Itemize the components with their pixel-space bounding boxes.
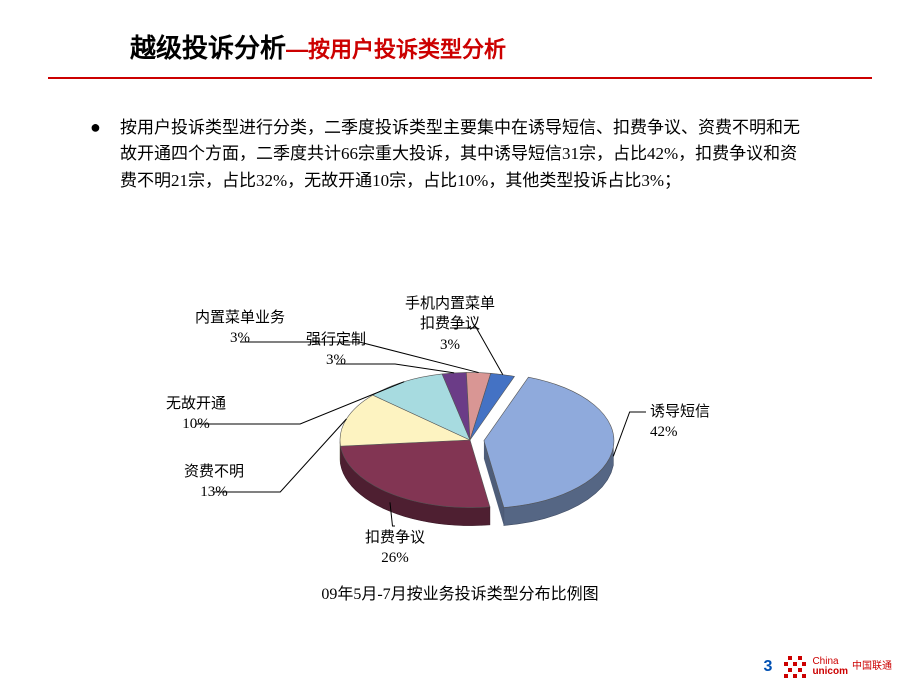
page-number: 3: [764, 658, 773, 676]
pie-wrap: [320, 350, 620, 530]
title-main: 越级投诉分析: [130, 33, 286, 63]
unicom-logo: China unicom 中国联通: [782, 654, 892, 680]
title-dash: —: [286, 37, 308, 62]
slide: 越级投诉分析—按用户投诉类型分析 ● 按用户投诉类型进行分类，二季度投诉类型主要…: [0, 0, 920, 690]
pie-label: 诱导短信 42%: [650, 402, 710, 443]
logo-en-bottom: unicom: [812, 667, 848, 677]
pie-svg: [320, 350, 620, 550]
logo-text: China unicom: [812, 657, 848, 677]
title-sub: 按用户投诉类型分析: [308, 37, 506, 62]
pie-label: 强行定制 3%: [306, 330, 366, 371]
footer: 3 China unicom 中国: [764, 654, 892, 680]
pie-label: 内置菜单业务 3%: [195, 308, 285, 349]
pie-label: 资费不明 13%: [184, 462, 244, 503]
logo-cn: 中国联通: [852, 662, 892, 672]
body-paragraph: 按用户投诉类型进行分类，二季度投诉类型主要集中在诱导短信、扣费争议、资费不明和无…: [120, 115, 810, 194]
pie-label: 扣费争议 26%: [365, 528, 425, 569]
pie-label: 手机内置菜单 扣费争议 3%: [405, 294, 495, 355]
unicom-knot-icon: [782, 654, 808, 680]
title-area: 越级投诉分析—按用户投诉类型分析: [0, 0, 920, 71]
body-text: ● 按用户投诉类型进行分类，二季度投诉类型主要集中在诱导短信、扣费争议、资费不明…: [0, 79, 920, 194]
chart-caption: 09年5月-7月按业务投诉类型分布比例图: [140, 580, 780, 604]
bullet-icon: ●: [90, 117, 101, 138]
pie-chart: 诱导短信 42% 扣费争议 26% 资费不明 13% 无故开通 10% 强行定制 3% 内…: [140, 290, 780, 620]
pie-label: 无故开通 10%: [166, 394, 226, 435]
